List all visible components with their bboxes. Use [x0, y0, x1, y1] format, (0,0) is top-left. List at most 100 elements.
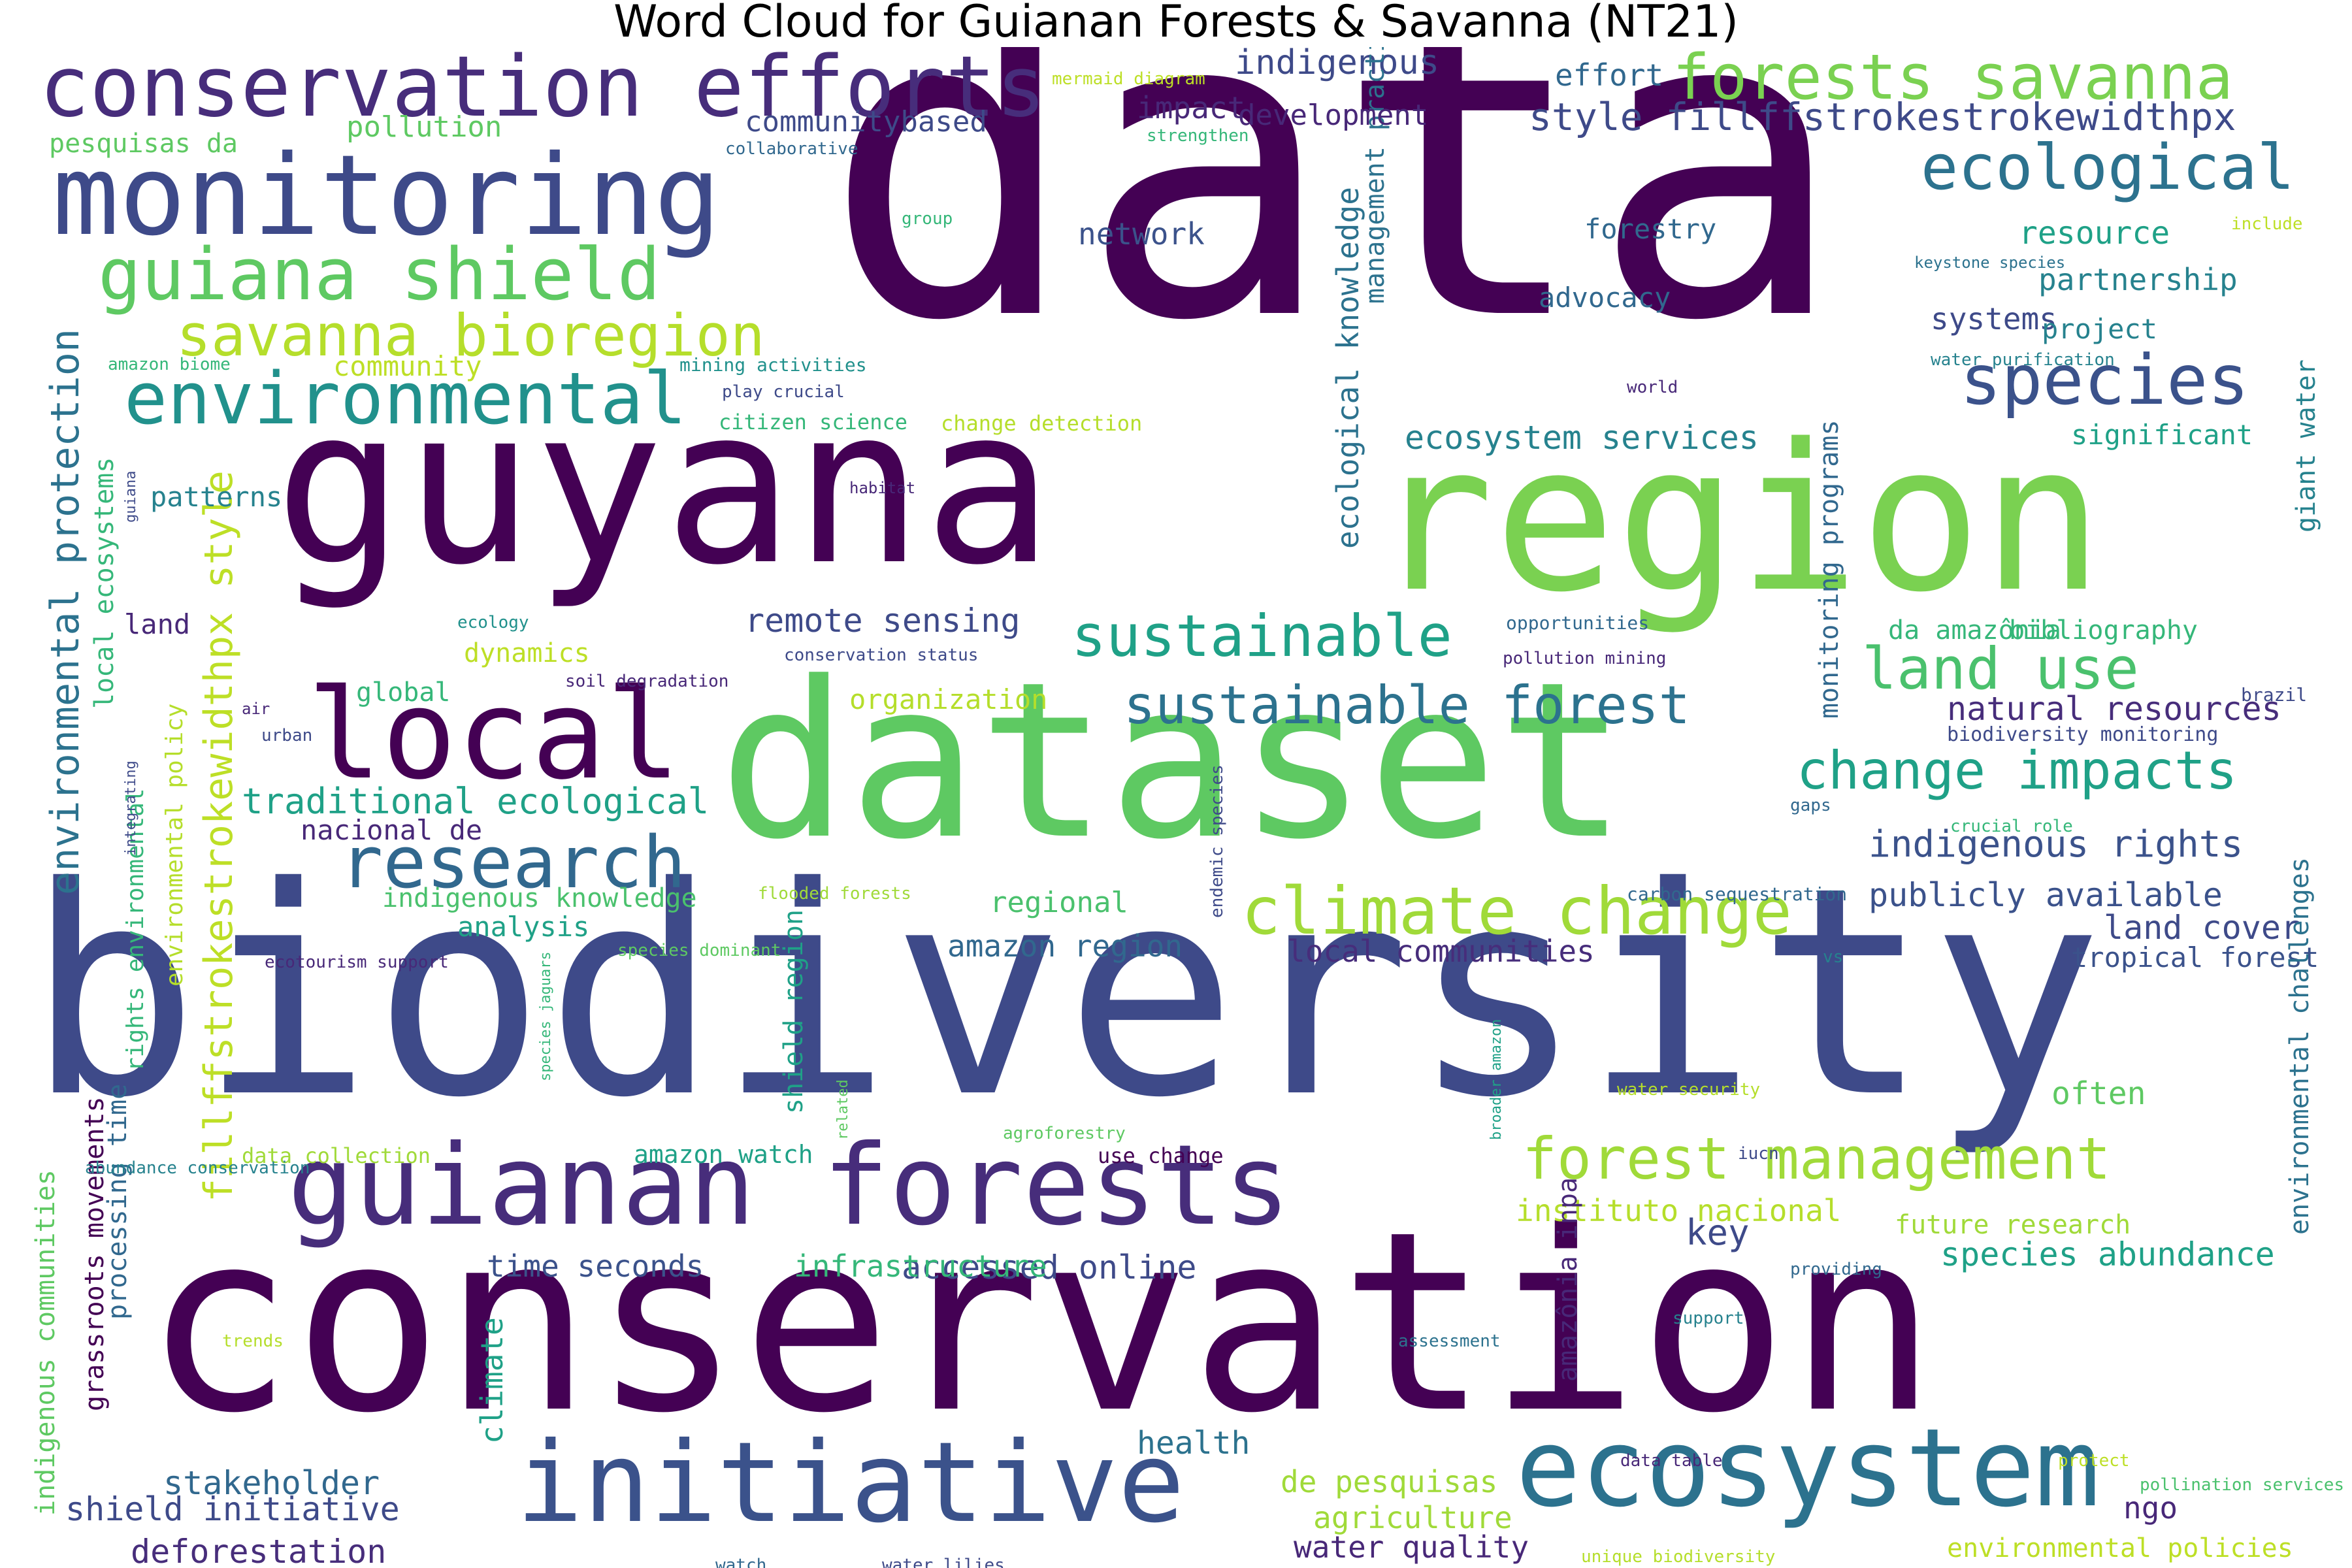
cloud-word: stakeholder: [163, 1464, 380, 1502]
cloud-word: mermaid diagram: [1052, 69, 1205, 89]
cloud-word: watch: [715, 1556, 767, 1568]
cloud-word: pollution mining: [1503, 649, 1667, 668]
cloud-word: collaborative: [725, 139, 858, 159]
cloud-word: indigenous communities: [31, 1169, 61, 1516]
cloud-word: land use: [1862, 635, 2139, 702]
chart-title: Word Cloud for Guianan Forests & Savanna…: [613, 0, 1739, 48]
cloud-word: forest management: [1522, 1125, 2111, 1192]
cloud-word: providing: [1790, 1260, 1882, 1279]
cloud-word: carbon sequestration: [1627, 883, 1848, 905]
cloud-word: opportunities: [1506, 612, 1650, 634]
cloud-word: abundance conservation: [85, 1158, 310, 1178]
cloud-word: management practices: [1360, 47, 1390, 304]
cloud-word: environmental protection: [42, 329, 88, 895]
cloud-word: deforestation: [131, 1533, 387, 1568]
cloud-word: savanna bioregion: [176, 302, 765, 369]
cloud-word: partnership: [2038, 262, 2238, 297]
cloud-word: forests savanna: [1673, 47, 2233, 114]
cloud-word: amazon watch: [634, 1140, 813, 1169]
cloud-word: local ecosystems: [90, 457, 120, 709]
word-cloud: data biodiversity conservation dataset guyan…: [0, 47, 2352, 1568]
cloud-word: guiana: [123, 470, 139, 523]
cloud-word: world: [1627, 378, 1678, 397]
cloud-word: land cover: [2104, 909, 2301, 947]
cloud-word: infrastructure: [794, 1249, 1047, 1284]
cloud-word: network: [1078, 216, 1205, 252]
cloud-word: environmental challenges: [2285, 857, 2315, 1235]
cloud-word: agroforestry: [1003, 1124, 1126, 1143]
cloud-word: patterns: [150, 481, 283, 513]
cloud-word: related: [835, 1079, 851, 1140]
cloud-word: unique biodiversity: [1581, 1547, 1776, 1567]
cloud-word: biodiversity: [26, 826, 2103, 1160]
cloud-word: environmental policy: [161, 703, 188, 987]
cloud-word: style fillffstrokestrokewidthpx: [1529, 95, 2236, 139]
cloud-word: amazônia inpa: [1553, 1177, 1583, 1382]
cloud-word: monitoring: [52, 131, 721, 261]
cloud-word: health: [1137, 1425, 1250, 1462]
cloud-word: publicly available: [1869, 876, 2223, 914]
cloud-word: key: [1686, 1212, 1750, 1253]
cloud-word: tropical forest: [2071, 941, 2319, 973]
cloud-word: ngo: [2123, 1490, 2178, 1526]
cloud-word: vs: [1823, 947, 1844, 967]
cloud-word: climate: [474, 1317, 510, 1444]
cloud-word: ecology: [457, 613, 529, 632]
cloud-word: initiative: [516, 1418, 1185, 1548]
cloud-word: traditional ecological: [242, 781, 710, 822]
cloud-word: guiana shield: [98, 233, 661, 316]
cloud-word: da amazônia: [1888, 615, 2061, 645]
cloud-word: nacional de: [301, 814, 483, 846]
cloud-word: water lilies: [882, 1556, 1005, 1568]
cloud-word: development: [1238, 99, 1429, 132]
cloud-word: pollination services: [2140, 1475, 2345, 1495]
cloud-word: impact: [1137, 90, 1246, 125]
cloud-word: broader amazon: [1488, 1019, 1505, 1140]
cloud-word: ecosystem: [1516, 1405, 2100, 1531]
cloud-word: keystone species: [1914, 253, 2066, 272]
cloud-word: forestry: [1584, 213, 1717, 245]
cloud-word: instituto nacional: [1516, 1193, 1842, 1228]
cloud-word: water purification: [1931, 350, 2115, 370]
cloud-word: organization: [849, 683, 1048, 715]
cloud-word: conservation efforts: [39, 47, 1047, 136]
cloud-word: environmental policies: [1947, 1533, 2293, 1563]
cloud-word: pesquisas da: [49, 129, 238, 159]
cloud-word: climate change: [1241, 873, 1792, 949]
cloud-word: group: [902, 209, 953, 229]
cloud-word: assessment: [1398, 1331, 1501, 1351]
cloud-word: brazil: [2241, 684, 2308, 706]
cloud-word: change impacts: [1797, 740, 2238, 801]
cloud-word: region: [1372, 401, 2104, 637]
cloud-word: local communities: [1287, 934, 1595, 969]
cloud-word: research: [340, 821, 686, 904]
cloud-word: biodiversity monitoring: [1947, 723, 2219, 746]
cloud-word: dataset: [719, 636, 1627, 887]
cloud-word: ecosystem services: [1405, 419, 1759, 457]
cloud-word: ecological knowledge: [1330, 187, 1365, 549]
cloud-word: pollution: [346, 110, 502, 144]
cloud-word: advocacy: [1539, 282, 1671, 314]
cloud-word: giant water: [2291, 359, 2321, 532]
cloud-word: crucial role: [1950, 817, 2073, 836]
cloud-word: bibliography: [2009, 615, 2198, 645]
cloud-word: resource: [2019, 215, 2170, 252]
cloud-word: species jaguars: [538, 951, 554, 1081]
cloud-word: processing time: [103, 1083, 133, 1320]
cloud-word: sustainable: [1071, 602, 1452, 670]
cloud-word: mining activities: [679, 354, 867, 376]
cloud-word: endemic species: [1207, 764, 1227, 918]
cloud-word: indigenous: [1235, 47, 1440, 82]
cloud-word: trends: [222, 1331, 284, 1351]
cloud-word: data table: [1620, 1451, 1723, 1471]
cloud-word: amazon biome: [108, 355, 231, 374]
cloud-word: guianan forests: [287, 1121, 1291, 1250]
cloud-word: data collection: [242, 1143, 431, 1168]
cloud-word: play crucial: [722, 382, 845, 402]
cloud-word: citizen science: [719, 410, 907, 434]
cloud-word: gaps: [1790, 796, 1831, 815]
cloud-word: change detection: [941, 411, 1143, 436]
cloud-word: communitybased: [745, 105, 987, 139]
cloud-word: environmental: [124, 357, 687, 440]
cloud-word: future research: [1895, 1210, 2131, 1240]
